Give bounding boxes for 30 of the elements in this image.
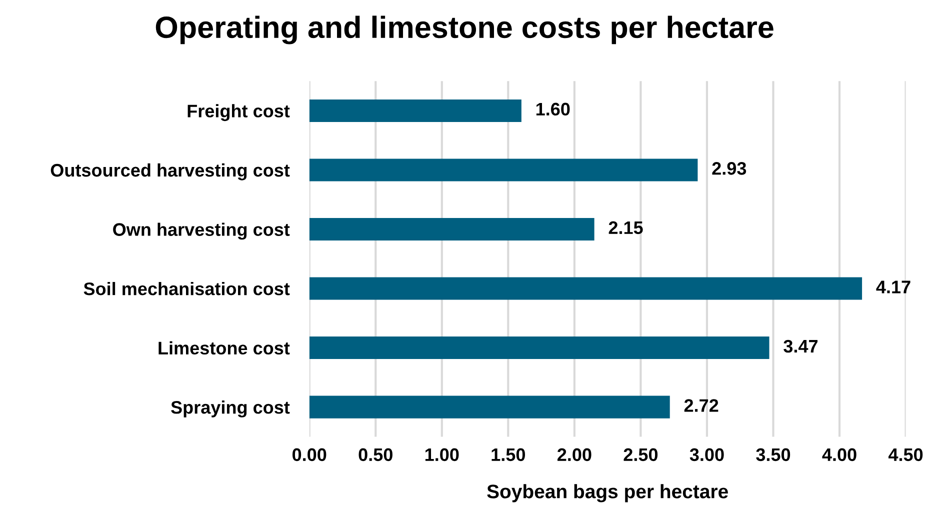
x-tick-label: 0.00 (292, 448, 326, 462)
data-label: 2.72 (684, 399, 718, 412)
x-tick-label: 2.50 (624, 448, 658, 462)
data-label: 2.15 (608, 221, 643, 234)
chart-title: Operating and limestone costs per hectare (156, 16, 774, 44)
data-label: 1.60 (536, 102, 570, 116)
y-tick-label: Soil mechanisation cost (84, 282, 290, 296)
data-label: 3.47 (784, 340, 818, 353)
x-tick-label: 3.50 (756, 448, 790, 462)
x-tick-label: 0.50 (358, 448, 392, 462)
x-tick-label: 1.50 (492, 448, 525, 462)
y-tick-label: Outsourced harvesting cost (50, 163, 290, 180)
y-tick-label: Freight cost (188, 104, 290, 122)
data-label: 4.17 (876, 280, 910, 294)
y-tick-label: Limestone cost (158, 341, 290, 355)
bar (309, 336, 770, 360)
data-label: 2.93 (712, 162, 746, 175)
x-tick-label: 3.00 (690, 448, 724, 462)
x-tick-label: 1.00 (425, 448, 459, 462)
y-tick-label: Own harvesting cost (113, 222, 290, 240)
x-tick-label: 2.00 (557, 448, 592, 462)
bar (309, 277, 862, 300)
x-tick-label: 4.00 (822, 448, 856, 462)
bar (309, 158, 698, 182)
x-tick-label: 4.50 (888, 448, 923, 462)
x-axis-title: Soybean bags per hectare (487, 484, 728, 502)
y-tick-label: Spraying cost (171, 400, 290, 418)
bar (309, 396, 670, 418)
bar (309, 218, 594, 241)
bar (309, 99, 522, 122)
